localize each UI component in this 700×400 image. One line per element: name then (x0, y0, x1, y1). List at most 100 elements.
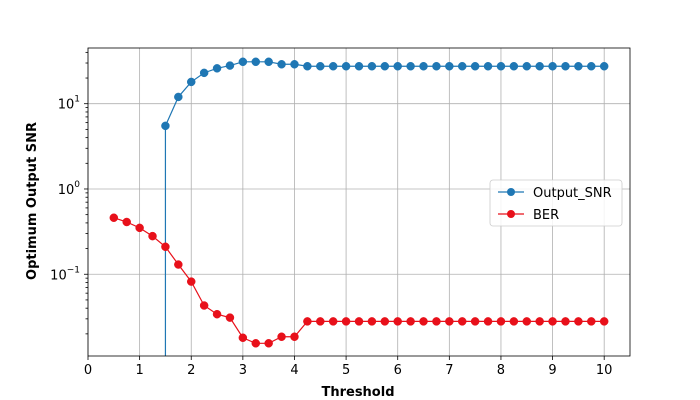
legend-marker (507, 188, 515, 196)
data-point (419, 61, 428, 71)
data-point (290, 60, 299, 69)
data-point (393, 317, 402, 326)
data-point (406, 317, 415, 326)
data-point (186, 77, 196, 87)
data-point (406, 61, 415, 71)
x-tick-label: 4 (290, 363, 298, 378)
data-point (367, 61, 377, 71)
data-point (509, 317, 519, 326)
data-point (199, 68, 209, 78)
data-point (548, 61, 557, 71)
data-point (587, 317, 596, 326)
data-point (316, 61, 325, 71)
data-point (599, 61, 609, 71)
data-point (574, 61, 583, 71)
data-point (251, 57, 261, 67)
data-point (457, 317, 467, 326)
data-point (445, 317, 454, 326)
data-point (587, 61, 596, 71)
y-tick-label: 10−1 (50, 265, 80, 283)
data-point (212, 309, 222, 319)
data-point (561, 317, 570, 326)
data-point (264, 57, 273, 67)
data-point (225, 61, 235, 70)
y-axis-label: Optimum Output SNR (25, 122, 40, 280)
data-point (548, 317, 557, 326)
data-point (238, 333, 248, 343)
series-ber (109, 213, 609, 348)
data-point (522, 61, 532, 71)
data-point (122, 217, 131, 227)
y-tick-label: 101 (58, 95, 80, 113)
legend-label: BER (533, 208, 559, 223)
y-tick-label: 100 (58, 180, 81, 198)
data-point (574, 317, 583, 326)
data-point (535, 317, 544, 326)
data-point (380, 317, 390, 326)
data-point (561, 61, 570, 71)
data-point (445, 61, 454, 71)
data-point (212, 64, 222, 73)
data-point (522, 317, 532, 326)
legend-marker (507, 210, 515, 218)
data-point (341, 317, 351, 326)
data-point (238, 57, 248, 67)
x-tick-label: 1 (135, 363, 143, 378)
data-point (496, 61, 506, 71)
legend-label: Output_SNR (533, 186, 612, 201)
data-point (367, 317, 377, 326)
series-output-snr (161, 57, 609, 356)
data-point (354, 317, 364, 326)
data-point (483, 61, 493, 71)
x-tick-label: 10 (596, 363, 613, 378)
data-point (135, 223, 144, 233)
data-point (174, 92, 183, 102)
data-point (161, 242, 170, 252)
legend: Output_SNR BER (489, 179, 623, 227)
data-point (419, 317, 428, 326)
data-point (161, 121, 170, 131)
data-point (328, 61, 338, 71)
data-point (470, 317, 480, 326)
data-point (225, 313, 235, 322)
x-tick-label: 3 (239, 363, 247, 378)
data-point (599, 317, 609, 326)
data-point (277, 332, 286, 341)
data-point (483, 317, 493, 326)
x-tick-label: 0 (84, 363, 92, 378)
data-point (148, 231, 157, 241)
x-tick-label: 5 (342, 363, 350, 378)
data-point (303, 317, 312, 326)
data-point (535, 61, 544, 71)
data-point (303, 61, 312, 71)
data-point (264, 339, 273, 348)
data-point (277, 60, 286, 69)
data-point (354, 61, 364, 71)
x-tick-label: 6 (394, 363, 402, 378)
data-point (251, 339, 261, 348)
x-tick-label: 2 (187, 363, 195, 378)
x-tick-label: 9 (548, 363, 556, 378)
data-point (470, 61, 480, 71)
data-point (457, 61, 467, 71)
x-tick-label: 7 (445, 363, 453, 378)
data-point (109, 213, 119, 222)
data-point (380, 61, 390, 71)
x-tick-label: 8 (497, 363, 505, 378)
data-point (432, 317, 441, 326)
data-point (316, 317, 325, 326)
x-axis-label: Threshold (321, 385, 394, 400)
data-point (432, 61, 441, 71)
data-point (186, 277, 196, 286)
data-point (393, 61, 402, 71)
data-point (328, 317, 338, 326)
data-point (341, 61, 351, 71)
series-layer (109, 57, 609, 356)
data-point (199, 301, 209, 310)
data-point (509, 61, 519, 71)
data-point (174, 260, 183, 269)
axes: 0 1 2 3 4 5 6 7 8 9 10 10−1 100 101 (50, 47, 631, 378)
data-point (290, 332, 299, 341)
